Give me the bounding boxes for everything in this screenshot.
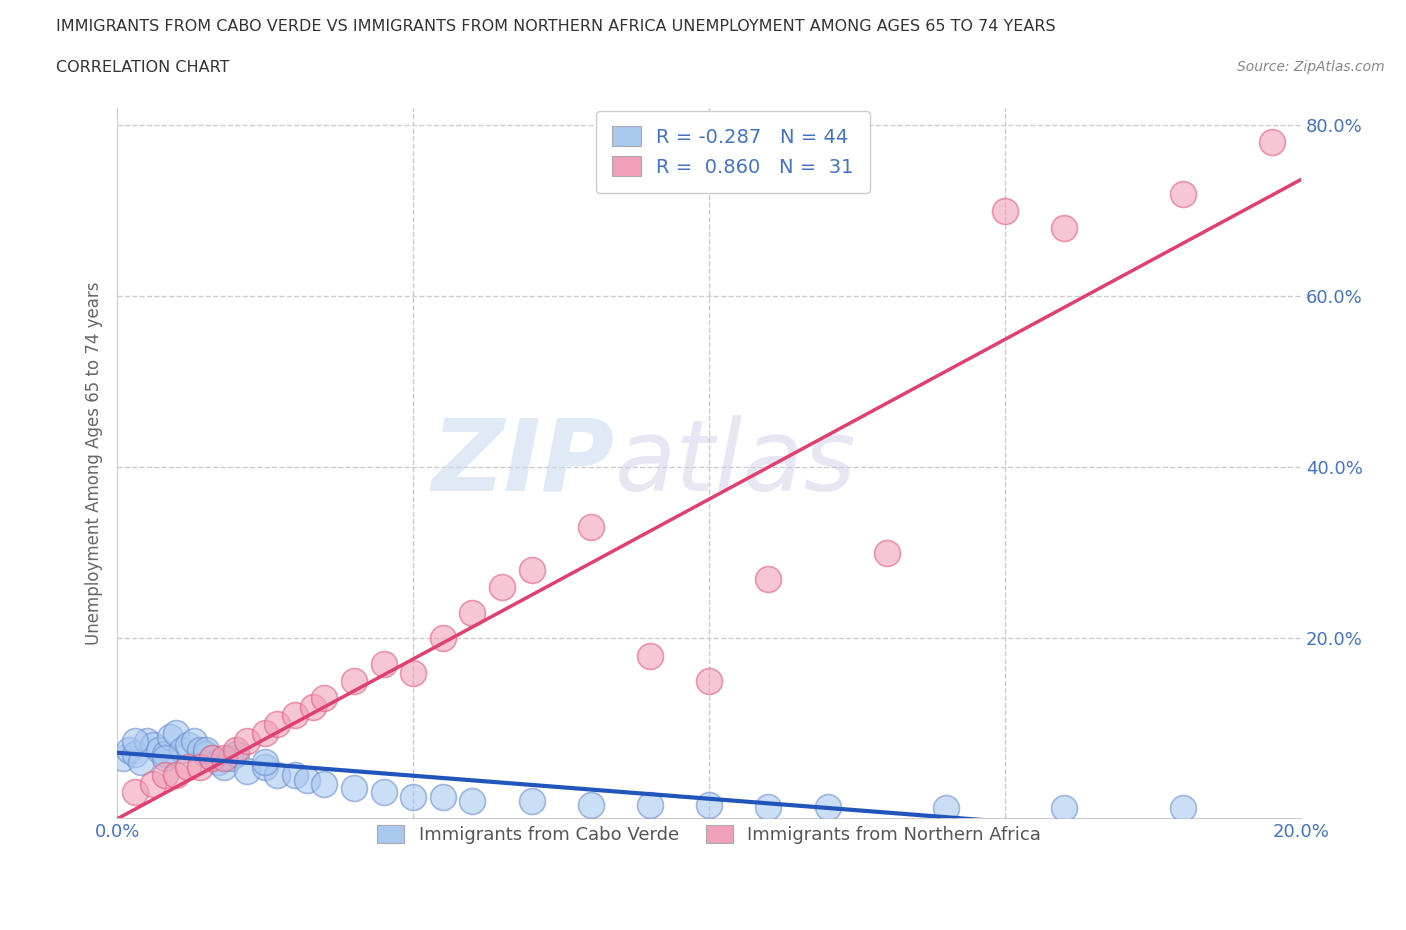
Point <box>225 747 247 762</box>
Point <box>432 631 454 645</box>
Text: IMMIGRANTS FROM CABO VERDE VS IMMIGRANTS FROM NORTHERN AFRICA UNEMPLOYMENT AMONG: IMMIGRANTS FROM CABO VERDE VS IMMIGRANTS… <box>56 19 1056 33</box>
Point <box>159 729 181 744</box>
Point <box>165 725 187 740</box>
Point <box>124 747 146 762</box>
Point <box>135 734 157 749</box>
Point <box>266 768 288 783</box>
Point <box>254 725 277 740</box>
Point <box>195 747 218 762</box>
Point <box>491 579 513 594</box>
Point <box>153 768 176 783</box>
Point <box>402 665 425 680</box>
Point <box>201 751 224 765</box>
Point <box>373 657 395 671</box>
Point <box>284 708 307 723</box>
Point <box>373 785 395 800</box>
Point <box>212 759 235 774</box>
Point <box>1260 135 1282 150</box>
Point <box>461 605 484 620</box>
Point <box>124 785 146 800</box>
Point <box>697 673 720 688</box>
Legend: Immigrants from Cabo Verde, Immigrants from Northern Africa: Immigrants from Cabo Verde, Immigrants f… <box>363 811 1056 858</box>
Point <box>1053 220 1076 235</box>
Point <box>579 520 602 535</box>
Point <box>236 734 259 749</box>
Point <box>520 563 543 578</box>
Point <box>1171 801 1194 816</box>
Point <box>218 751 240 765</box>
Point <box>177 759 200 774</box>
Point <box>188 742 211 757</box>
Point <box>153 751 176 765</box>
Point <box>817 800 839 815</box>
Point <box>343 780 366 795</box>
Point <box>402 790 425 804</box>
Point <box>183 734 205 749</box>
Point <box>148 742 170 757</box>
Point <box>994 204 1017 219</box>
Point <box>756 571 779 586</box>
Point <box>876 545 898 560</box>
Point <box>172 742 194 757</box>
Y-axis label: Unemployment Among Ages 65 to 74 years: Unemployment Among Ages 65 to 74 years <box>86 281 103 644</box>
Point <box>314 691 336 706</box>
Point <box>343 673 366 688</box>
Point <box>935 801 957 816</box>
Point <box>112 751 135 765</box>
Text: atlas: atlas <box>614 415 856 512</box>
Point <box>254 759 277 774</box>
Point <box>153 747 176 762</box>
Point <box>266 716 288 731</box>
Point <box>579 798 602 813</box>
Text: ZIP: ZIP <box>432 415 614 512</box>
Point <box>254 755 277 770</box>
Point <box>212 751 235 765</box>
Point <box>756 800 779 815</box>
Point <box>314 777 336 791</box>
Point <box>697 798 720 813</box>
Point <box>432 790 454 804</box>
Point <box>295 772 318 787</box>
Point <box>165 768 187 783</box>
Point <box>520 793 543 808</box>
Text: Source: ZipAtlas.com: Source: ZipAtlas.com <box>1237 60 1385 74</box>
Point <box>236 764 259 778</box>
Point <box>124 734 146 749</box>
Point <box>284 768 307 783</box>
Point <box>142 737 165 752</box>
Point <box>1053 801 1076 816</box>
Point <box>301 699 323 714</box>
Point <box>207 755 229 770</box>
Point <box>142 777 165 791</box>
Text: CORRELATION CHART: CORRELATION CHART <box>56 60 229 75</box>
Point <box>118 742 141 757</box>
Point <box>129 755 152 770</box>
Point <box>461 793 484 808</box>
Point <box>195 742 218 757</box>
Point <box>638 798 661 813</box>
Point <box>201 751 224 765</box>
Point <box>225 742 247 757</box>
Point <box>1171 186 1194 201</box>
Point <box>177 737 200 752</box>
Point <box>188 759 211 774</box>
Point <box>638 648 661 663</box>
